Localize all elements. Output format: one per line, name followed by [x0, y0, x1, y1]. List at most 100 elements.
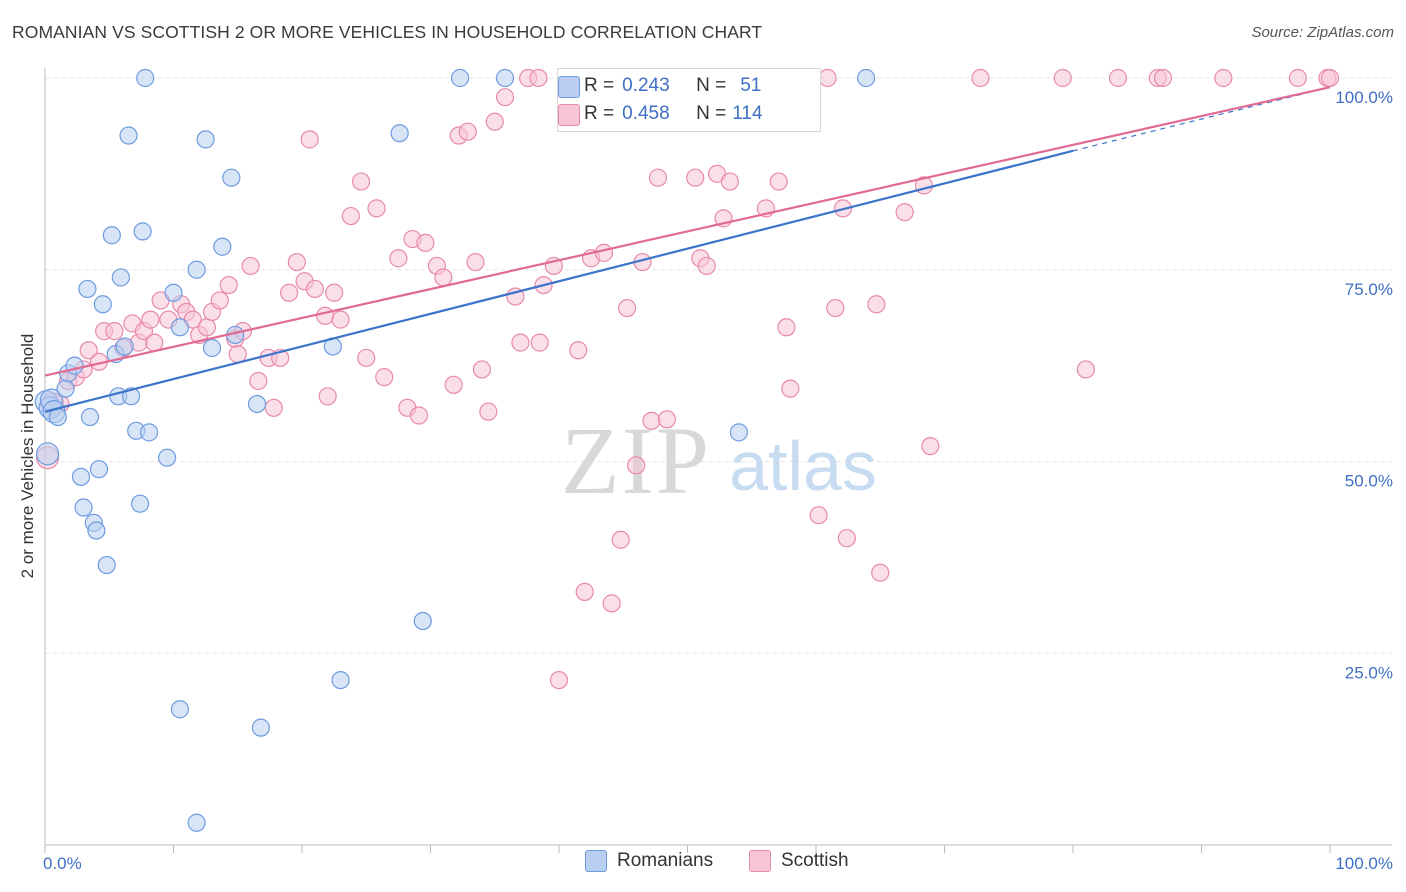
romanian-point	[93, 295, 112, 314]
romanian-point	[111, 268, 130, 287]
scottish-point	[495, 88, 515, 107]
scottish-point	[626, 456, 646, 475]
scottish-point	[648, 168, 668, 187]
scottish-point	[219, 275, 238, 295]
scottish-point	[79, 341, 98, 360]
legend-swatch-pink	[558, 104, 580, 126]
scottish-point	[331, 310, 350, 329]
legend-row-scottish: R = 0.458 N = 114	[558, 102, 763, 126]
scottish-point	[769, 172, 788, 191]
scottish-point	[287, 252, 306, 272]
legend-n-value: 114	[732, 103, 763, 124]
source-label: Source: ZipAtlas.com	[1251, 24, 1394, 41]
scottish-point	[228, 345, 247, 364]
legend-n-label: N =	[696, 103, 727, 124]
scottish-point	[300, 130, 319, 149]
romanian-point	[157, 448, 177, 467]
romanian-point	[247, 394, 267, 414]
scottish-point	[367, 199, 386, 218]
romanian-point	[130, 494, 150, 513]
scottish-point	[434, 268, 453, 287]
legend-n-label: N =	[696, 75, 727, 96]
chart-title: ROMANIAN VS SCOTTISH 2 OR MORE VEHICLES …	[12, 22, 763, 42]
scottish-point	[375, 368, 394, 387]
scottish-point	[145, 333, 164, 352]
scottish-point	[602, 594, 621, 613]
romanian-point	[331, 670, 350, 690]
scottish-point	[594, 243, 614, 262]
scottish-point	[409, 406, 429, 425]
scottish-point	[697, 256, 716, 276]
romanian-point	[213, 237, 232, 256]
romanian-point	[133, 222, 152, 241]
scottish-point	[611, 530, 630, 549]
romanian-point	[97, 555, 116, 575]
romanian-point	[35, 442, 60, 466]
scottish-point	[479, 402, 498, 421]
legend-item-romanians[interactable]: Romanians	[585, 850, 713, 872]
romanian-point	[121, 387, 141, 406]
romanian-point	[390, 124, 409, 143]
romanian-point	[87, 521, 106, 540]
scottish-point	[316, 306, 335, 325]
scottish-point	[511, 333, 530, 352]
scottish-point	[318, 387, 337, 406]
scottish-point	[971, 68, 990, 88]
scottish-point	[341, 206, 360, 226]
romanian-point	[80, 407, 100, 427]
romanian-point	[170, 700, 190, 719]
scottish-point	[1153, 68, 1173, 88]
scottish-point	[720, 172, 740, 191]
scottish-point	[1320, 68, 1340, 88]
romanian-point	[56, 379, 75, 398]
romanian-point	[74, 498, 93, 517]
y-tick-label: 25.0%	[1345, 663, 1393, 682]
romanian-point	[196, 130, 215, 149]
romanians-swatch	[585, 850, 607, 872]
scottish-point	[264, 398, 283, 417]
scottish-point	[280, 283, 299, 302]
legend-r-label: R =	[584, 103, 615, 124]
romanian-point	[71, 467, 91, 486]
scottish-point	[529, 68, 548, 88]
scottish-point	[352, 172, 371, 191]
y-tick-label: 75.0%	[1345, 280, 1393, 299]
legend-r-value: 0.243	[622, 75, 670, 96]
romanian-point	[187, 813, 206, 832]
scottish-point	[686, 168, 705, 187]
scottish-point	[867, 295, 886, 314]
scottish-points	[35, 68, 1340, 690]
scottish-point	[1076, 360, 1095, 379]
romanian-point	[413, 611, 432, 631]
romanian-point	[48, 407, 67, 427]
scottish-point	[1214, 68, 1233, 88]
legend-item-scottish[interactable]: Scottish	[749, 850, 849, 872]
romanians-label: Romanians	[617, 850, 714, 871]
legend-n-value: 51	[740, 75, 762, 96]
tick-labels: 100.0% 75.0% 50.0% 25.0% 0.0% 100.0%	[43, 88, 1393, 873]
x-tick-label: 0.0%	[43, 854, 82, 873]
scottish-point	[575, 582, 594, 601]
romanian-points	[34, 68, 876, 832]
axes	[44, 68, 1392, 853]
x-tick-label: 100.0%	[1335, 854, 1393, 873]
scottish-point	[818, 68, 837, 88]
scottish-point	[197, 318, 217, 337]
scottish-point	[826, 299, 845, 318]
romanian-point	[115, 337, 134, 356]
scottish-point	[777, 318, 796, 337]
romanian-point	[251, 718, 270, 737]
scottish-point	[1288, 68, 1307, 88]
scottish-point	[485, 112, 504, 131]
scottish-point	[444, 375, 463, 394]
legend-r-label: R =	[584, 75, 615, 96]
scottish-point	[921, 437, 940, 456]
scottish-point	[809, 506, 828, 525]
scottish-point	[871, 563, 890, 582]
trend-lines	[44, 86, 1331, 413]
watermark: ZIP atlas	[561, 407, 877, 514]
romanian-point	[857, 68, 876, 88]
romanians-trend-line	[44, 149, 1074, 413]
series-legend: Romanians Scottish	[0, 850, 1406, 878]
